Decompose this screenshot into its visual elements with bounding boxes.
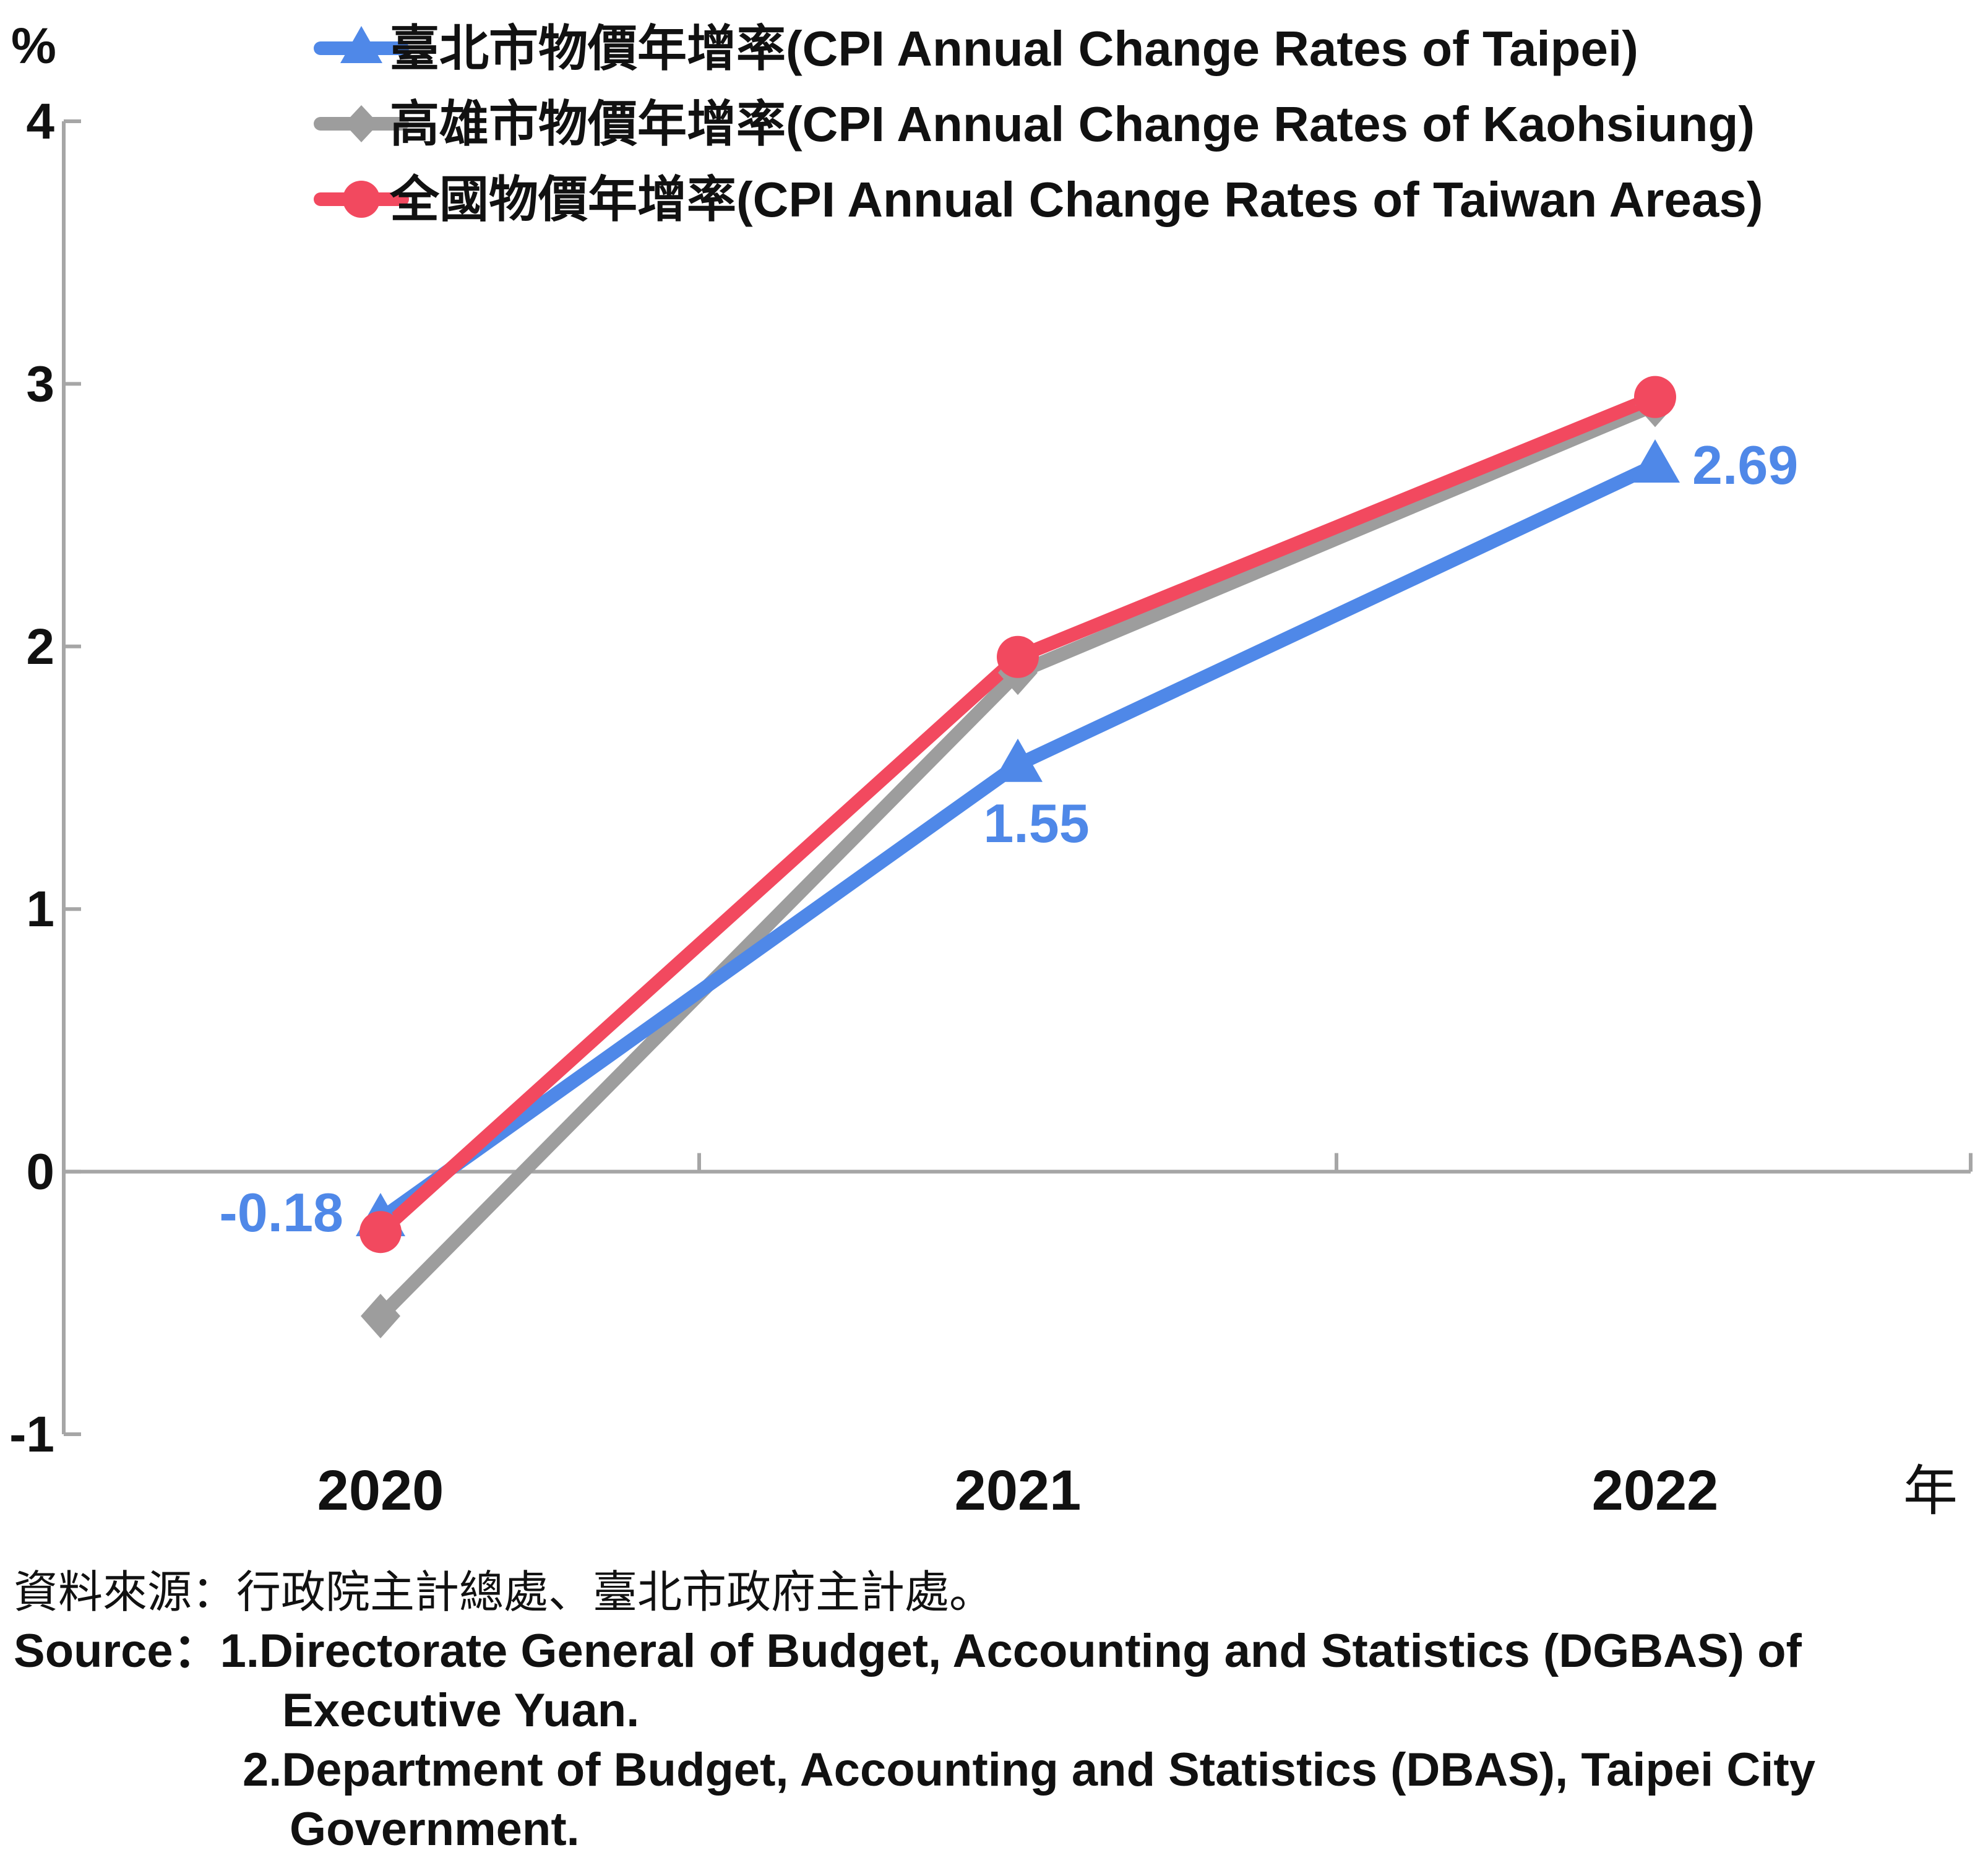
- series-lines: [374, 390, 1662, 1323]
- source-cn: 資料來源：行政院主計總處、臺北市政府主計處。: [14, 1566, 994, 1618]
- legend-label: 高雄市物價年增率(CPI Annual Change Rates of Kaoh…: [390, 97, 1755, 152]
- legend-label: 臺北市物價年增率(CPI Annual Change Rates of Taip…: [390, 21, 1638, 76]
- legend: 臺北市物價年增率(CPI Annual Change Rates of Taip…: [314, 21, 1763, 227]
- data-point-marker: [997, 635, 1039, 678]
- source-item2-line1: 2.Department of Budget, Accounting and S…: [243, 1744, 1815, 1796]
- y-tick-label: 3: [26, 356, 54, 412]
- x-axis-unit-label: 年: [1903, 1459, 1958, 1523]
- y-tick-label: 1: [26, 881, 54, 937]
- line-chart: -1 0 1 2 3 4% 2020 2021 2022 年 -0.18 1.55 2.69 臺北市物…: [9, 18, 1973, 1523]
- data-point-marker: [993, 738, 1043, 782]
- data-labels: -0.18 1.55 2.69: [219, 434, 1798, 1243]
- x-tick-label: 2020: [317, 1459, 444, 1522]
- source-item2-line2: Government.: [290, 1803, 580, 1856]
- data-point-marker: [359, 1211, 402, 1254]
- data-point-marker: [361, 1294, 400, 1339]
- series-line: [374, 398, 1662, 1323]
- data-label: 2.69: [1692, 434, 1798, 496]
- legend-label: 全國物價年增率(CPI Annual Change Rates of Taiwa…: [389, 172, 1763, 227]
- x-tick-label: 2022: [1592, 1459, 1719, 1522]
- series-markers: [356, 376, 1680, 1339]
- legend-marker: [343, 181, 380, 218]
- y-tick-label: 4: [26, 93, 54, 150]
- data-point-marker: [1630, 439, 1680, 483]
- source-en-prefix: Source：: [14, 1625, 220, 1677]
- legend-marker: [344, 105, 379, 142]
- y-tick-label: 2: [26, 619, 54, 675]
- y-axis-unit-label: %: [11, 18, 56, 74]
- source-item1-text: 1.Directorate General of Budget, Account…: [220, 1625, 1802, 1677]
- data-point-marker: [1634, 376, 1676, 418]
- y-tick-label: -1: [9, 1406, 54, 1463]
- data-label: 1.55: [983, 793, 1089, 854]
- source-note: 資料來源：行政院主計總處、臺北市政府主計處。 Source：1.Director…: [14, 1562, 1963, 1859]
- x-tick-label: 2021: [955, 1459, 1082, 1522]
- data-label: -0.18: [219, 1182, 343, 1243]
- source-item1-line1: Source：1.Directorate General of Budget, …: [14, 1622, 1963, 1681]
- y-tick-label: 0: [26, 1144, 54, 1200]
- chart-axes: -1 0 1 2 3 4% 2020 2021 2022 年: [9, 18, 1973, 1523]
- legend-marker: [340, 26, 382, 63]
- source-item1-line2: Executive Yuan.: [282, 1684, 640, 1737]
